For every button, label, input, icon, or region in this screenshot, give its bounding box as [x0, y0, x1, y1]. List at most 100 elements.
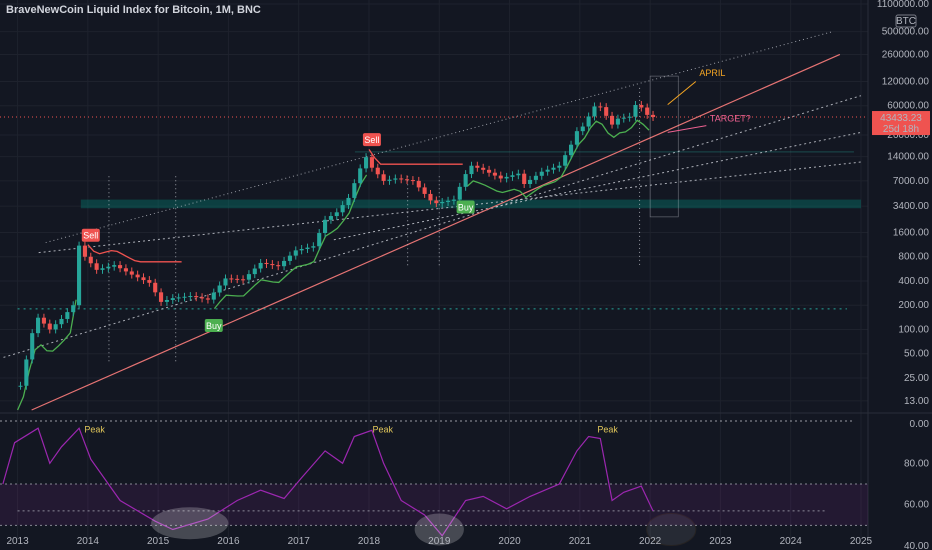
supertrend-line — [213, 174, 368, 310]
candle-body — [82, 245, 87, 257]
oscillator-band — [0, 484, 868, 526]
buy-signal-badge — [456, 200, 475, 214]
candle-body — [47, 323, 52, 330]
candle-body — [580, 126, 585, 132]
price-tick-label: 400.00 — [898, 276, 929, 287]
candle-body — [24, 359, 29, 386]
candle-body — [94, 263, 99, 270]
candle-body — [77, 245, 82, 306]
candle-body — [440, 201, 445, 204]
time-tick-label: 2018 — [358, 536, 381, 547]
candle-body — [205, 298, 210, 300]
buy-signal-badge — [204, 318, 223, 332]
oscillator-pane: Peak Peak Peak — [0, 420, 868, 546]
candle-body — [53, 324, 58, 330]
chart-title: BraveNewCoin Liquid Index for Bitcoin, 1… — [6, 4, 261, 16]
candle-body — [446, 200, 451, 202]
target-annotation: TARGET? — [710, 114, 751, 124]
candle-body — [293, 250, 298, 256]
candle-body — [528, 179, 533, 185]
price-tick-label: 50.00 — [904, 349, 929, 360]
candle-body — [369, 157, 374, 168]
candle-body — [387, 179, 392, 181]
price-tick-label: 3400.00 — [893, 201, 930, 212]
candle-body — [651, 114, 656, 118]
candle-body — [217, 285, 222, 293]
candle-body — [592, 106, 597, 117]
candle-body — [276, 265, 281, 267]
candle-body — [457, 186, 462, 200]
signals: Sell Buy Sell Buy APRIL TARGET? — [81, 68, 751, 332]
buy-signal-label: Buy — [458, 203, 474, 213]
candle-body — [252, 268, 257, 275]
candle-body — [123, 268, 128, 272]
sell-signal-badge — [362, 133, 381, 147]
candle-body — [422, 187, 427, 194]
candle-body — [317, 233, 322, 247]
candle-body — [498, 175, 503, 179]
candle-body — [428, 193, 433, 201]
candle-body — [399, 178, 404, 180]
price-tick-label: 260000.00 — [882, 49, 930, 60]
candle-body — [463, 174, 468, 187]
candle-body — [586, 116, 591, 127]
candle-body — [645, 107, 650, 115]
candle-body — [328, 216, 333, 220]
candle-body — [375, 167, 380, 175]
candle-body — [358, 168, 363, 184]
oscillator-highlight — [646, 512, 697, 546]
candle-body — [510, 175, 515, 177]
price-tick-label: 25.00 — [904, 373, 929, 384]
candle-body — [346, 197, 351, 206]
candle-body — [533, 175, 538, 180]
candle-body — [352, 183, 357, 198]
candle-body — [182, 296, 187, 298]
time-tick-label: 2019 — [428, 536, 451, 547]
oscillator-highlight — [414, 513, 464, 546]
candle-body — [170, 298, 175, 301]
candle-body — [258, 262, 263, 269]
candle-body — [621, 117, 626, 119]
candle-body — [299, 248, 304, 251]
candle-body — [416, 180, 421, 188]
candle-body — [557, 165, 562, 168]
candle-body — [211, 292, 216, 300]
supertrend-line — [87, 244, 182, 263]
price-tick-label: 14000.00 — [887, 152, 929, 163]
time-tick-label: 2022 — [639, 536, 662, 547]
time-tick-label: 2021 — [569, 536, 592, 547]
candle-body — [194, 296, 199, 298]
candle-body — [598, 106, 603, 108]
sell-signal-badge — [81, 228, 100, 242]
candle-body — [129, 271, 134, 275]
candle-body — [393, 178, 398, 180]
candle-body — [615, 118, 620, 125]
candle-body — [469, 165, 474, 175]
oscillator-tick-label: 0.00 — [910, 419, 930, 430]
time-tick-label: 2023 — [709, 536, 732, 547]
candle-body — [516, 173, 521, 176]
candle-body — [639, 104, 644, 108]
candle-body — [305, 247, 310, 249]
time-tick-label: 2014 — [77, 536, 100, 547]
time-tick-label: 2024 — [780, 536, 803, 547]
candle-body — [36, 317, 41, 334]
april-arrow — [667, 81, 697, 105]
time-tick-label: 2025 — [850, 536, 873, 547]
price-tick-label: 1600.00 — [893, 227, 930, 238]
candle-body — [223, 278, 228, 286]
candle-body — [30, 333, 35, 360]
candle-body — [405, 179, 410, 181]
axes: 1100000.00 500000.00 260000.00 120000.00 600… — [6, 0, 930, 550]
supertrend-line — [466, 119, 650, 199]
price-tick-label: 100.00 — [898, 324, 929, 335]
oscillator-tick-label: 40.00 — [904, 541, 929, 550]
candle-body — [410, 180, 415, 182]
target-arrow — [667, 125, 707, 133]
buy-signal-label: Buy — [206, 321, 222, 331]
candle-body — [264, 262, 269, 265]
candle-body — [282, 260, 287, 267]
candle-body — [481, 167, 486, 170]
